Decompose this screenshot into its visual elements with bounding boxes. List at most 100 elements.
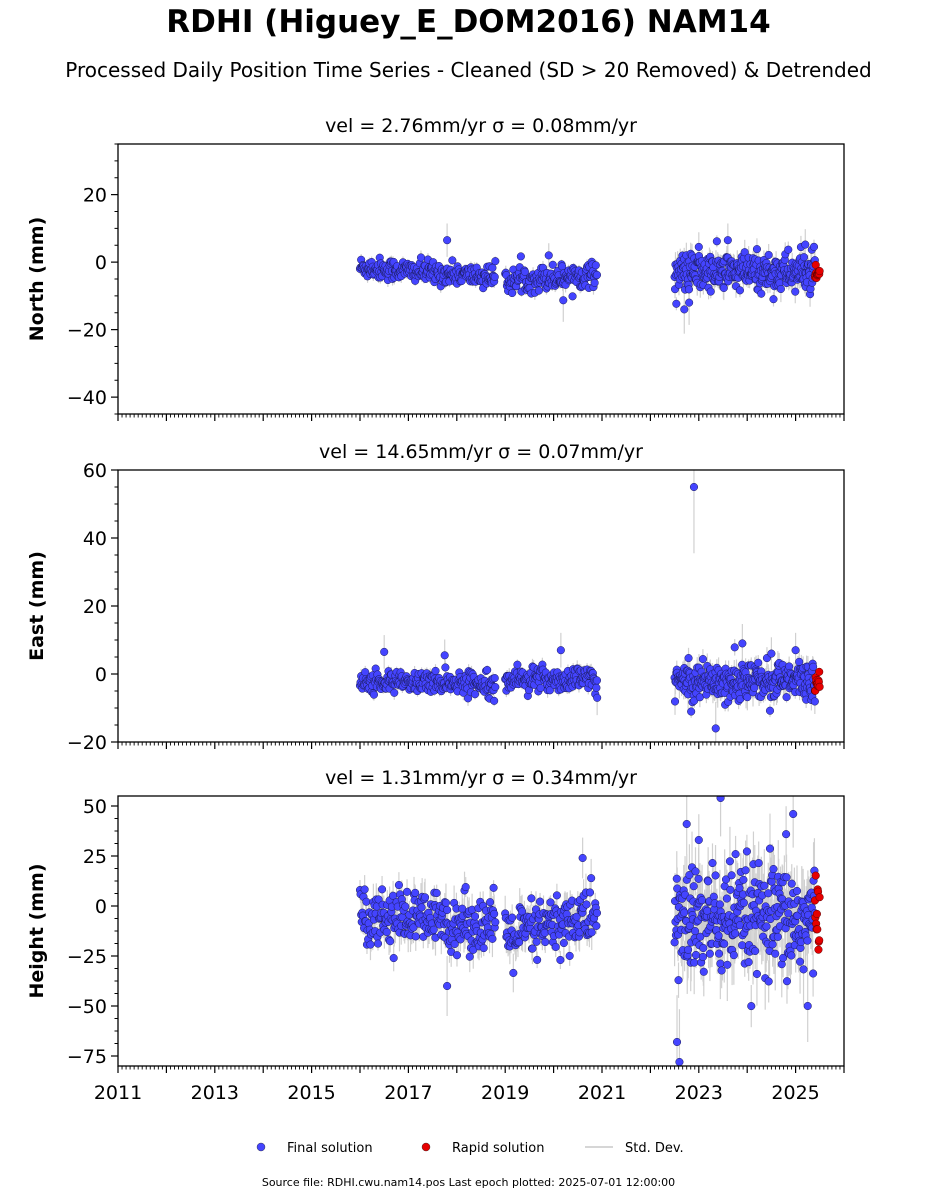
rapid-point: [814, 945, 823, 954]
final-point: [801, 240, 810, 249]
final-point: [516, 252, 525, 261]
final-point: [488, 263, 497, 272]
final-solution-points: [355, 796, 819, 1066]
final-point: [429, 925, 438, 934]
x-axis-3: 2011 2013 2015 2017 2019 2021 2023 2025: [94, 1066, 845, 1104]
y-tick-label: 0: [95, 896, 107, 918]
final-point: [592, 683, 601, 692]
final-point: [799, 965, 808, 974]
final-point: [479, 944, 488, 953]
final-point: [508, 913, 517, 922]
final-point: [773, 932, 782, 941]
final-point: [779, 953, 788, 962]
final-point: [719, 283, 728, 293]
final-point: [722, 894, 731, 903]
final-point: [544, 251, 553, 260]
final-point: [809, 662, 818, 671]
final-point: [680, 908, 689, 917]
final-point: [717, 966, 726, 975]
final-point: [534, 286, 543, 295]
final-point: [723, 236, 732, 245]
final-point: [687, 707, 696, 716]
final-point: [747, 1002, 756, 1011]
final-point: [750, 683, 759, 692]
rapid-point: [815, 936, 824, 945]
final-point: [768, 940, 777, 949]
rapid-point: [815, 682, 824, 691]
final-point: [711, 871, 720, 880]
final-point: [684, 285, 694, 294]
final-point: [716, 959, 725, 968]
final-point: [711, 724, 720, 733]
final-point: [672, 299, 681, 308]
final-point: [520, 267, 529, 276]
final-point: [548, 260, 557, 269]
final-point: [696, 932, 705, 941]
final-point: [708, 858, 717, 868]
final-point: [587, 874, 596, 883]
final-point: [670, 938, 679, 947]
final-point: [515, 938, 524, 947]
final-point: [401, 902, 410, 911]
y-tick-label: 25: [83, 846, 107, 868]
final-point: [764, 889, 773, 898]
final-point: [585, 888, 595, 897]
rapid-point: [812, 909, 821, 918]
chart-title: RDHI (Higuey_E_DOM2016) NAM14: [166, 4, 771, 40]
final-point: [762, 922, 771, 931]
final-point: [532, 937, 541, 946]
final-point: [803, 1001, 812, 1011]
final-point: [411, 888, 420, 897]
final-point: [685, 298, 694, 307]
final-point: [420, 893, 430, 902]
final-point: [535, 897, 545, 906]
final-point: [757, 289, 766, 298]
final-point: [782, 693, 791, 702]
y-axis-label: East (mm): [26, 551, 48, 661]
y-tick-label: −75: [67, 1046, 107, 1068]
final-point: [450, 939, 459, 949]
final-point: [689, 882, 698, 891]
final-point: [743, 693, 752, 702]
final-point: [680, 305, 689, 314]
final-point: [787, 879, 796, 888]
final-point: [706, 287, 715, 296]
final-point: [752, 245, 761, 254]
final-point: [593, 693, 602, 702]
final-point: [769, 295, 778, 304]
final-point: [782, 830, 791, 839]
y-axis-label: North (mm): [26, 217, 48, 342]
final-point: [716, 796, 725, 803]
final-point: [730, 643, 739, 652]
final-point: [712, 237, 721, 246]
final-point: [465, 952, 474, 961]
final-point: [727, 871, 736, 880]
final-point: [582, 900, 591, 909]
final-point: [592, 270, 602, 279]
final-point: [541, 937, 550, 947]
final-point: [389, 953, 398, 963]
final-point: [714, 949, 724, 958]
y-tick-label: 50: [83, 796, 107, 818]
final-point: [380, 647, 389, 656]
final-point: [587, 928, 596, 937]
final-point: [784, 245, 793, 254]
final-point: [697, 896, 707, 905]
final-point: [764, 977, 773, 986]
rapid-solution-points: [810, 871, 824, 954]
y-tick-label: 0: [95, 252, 107, 274]
rapid-solution-points: [810, 667, 824, 695]
final-point: [440, 651, 449, 660]
final-point: [489, 883, 498, 892]
final-point: [591, 261, 600, 270]
final-point: [441, 898, 451, 907]
final-point: [698, 655, 707, 664]
final-point: [771, 949, 780, 958]
rapid-point: [815, 266, 824, 276]
final-point: [565, 951, 574, 960]
rapid-point: [815, 667, 824, 676]
final-point: [672, 1037, 682, 1047]
y-tick-label: −40: [67, 387, 107, 409]
final-point: [810, 697, 819, 706]
final-point: [726, 885, 735, 894]
